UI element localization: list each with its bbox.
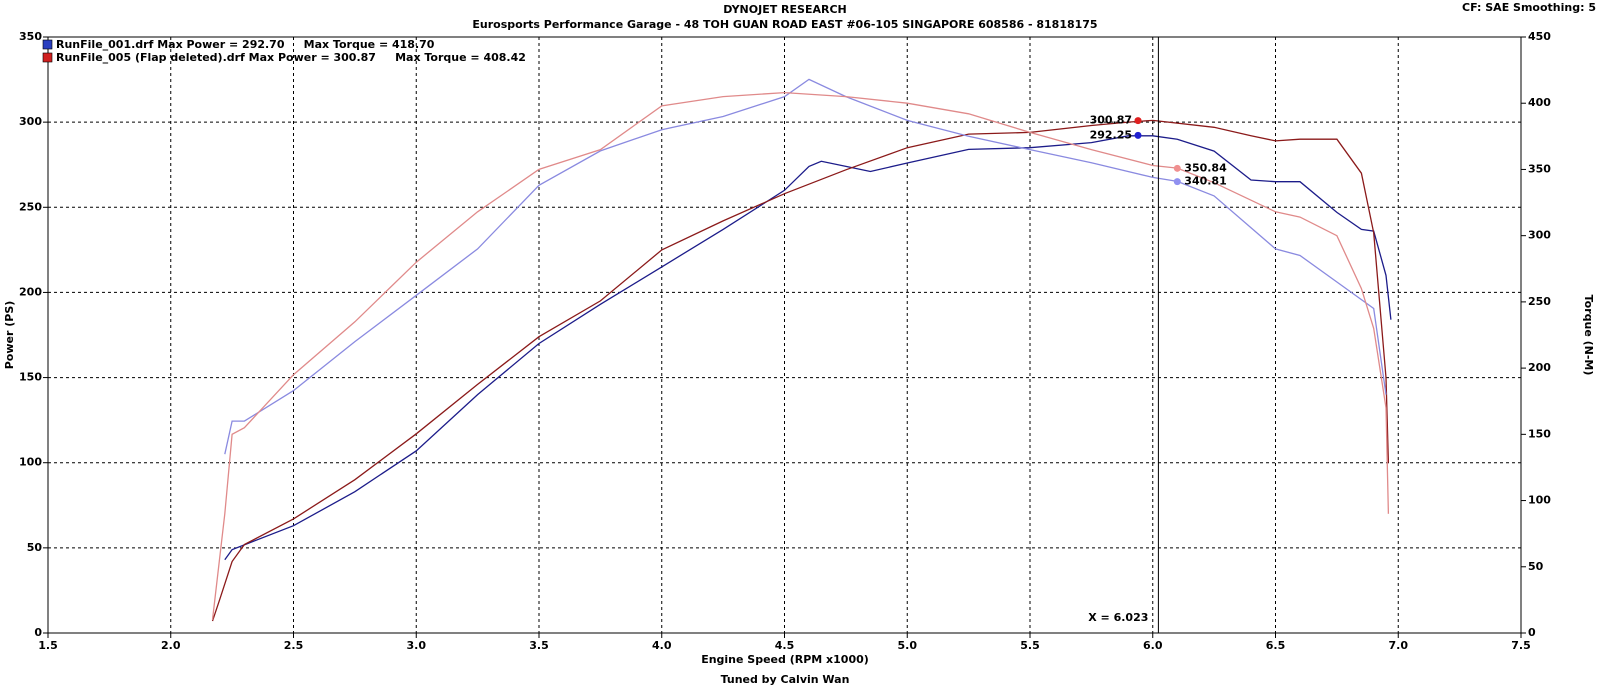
y-tick-label: 150 xyxy=(19,371,42,384)
marker-label: 340.81 xyxy=(1184,175,1226,188)
y-tick-label: 100 xyxy=(19,456,42,469)
y-axis-title: Power (PS) xyxy=(3,301,16,370)
marker-label: 350.84 xyxy=(1184,161,1227,174)
y2-tick-label: 0 xyxy=(1528,626,1536,639)
marker-label: 292.25 xyxy=(1090,128,1132,141)
y2-tick-label: 400 xyxy=(1528,96,1551,109)
y-tick-label: 250 xyxy=(19,200,42,213)
x-tick-label: 3.0 xyxy=(407,639,427,652)
x-axis-title: Engine Speed (RPM x1000) xyxy=(701,653,869,666)
y2-tick-label: 200 xyxy=(1528,361,1551,374)
legend-entry: RunFile_001.drf Max Power = 292.70 Max T… xyxy=(56,38,435,51)
series-line xyxy=(211,91,1390,620)
legend-entry: RunFile_005 (Flap deleted).drf Max Power… xyxy=(56,51,526,64)
y2-tick-label: 300 xyxy=(1528,229,1551,242)
series-line xyxy=(211,119,1390,622)
footer: Tuned by Calvin Wan xyxy=(721,673,850,686)
y-tick-label: 300 xyxy=(19,115,42,128)
series-line xyxy=(224,135,1392,561)
x-tick-label: 4.0 xyxy=(652,639,672,652)
legend-swatch xyxy=(42,52,53,63)
y-tick-label: 50 xyxy=(27,541,43,554)
series-line xyxy=(224,78,1387,455)
cursor-label: X = 6.023 xyxy=(1088,611,1148,624)
y2-axis-title: Torque (N-M) xyxy=(1582,295,1595,376)
y2-tick-label: 250 xyxy=(1528,295,1551,308)
chart-title: DYNOJET RESEARCH xyxy=(723,3,846,16)
y2-tick-label: 150 xyxy=(1528,427,1551,440)
marker-label: 300.87 xyxy=(1090,114,1132,127)
x-tick-label: 7.5 xyxy=(1511,639,1531,652)
x-tick-label: 4.5 xyxy=(775,639,795,652)
x-tick-label: 1.5 xyxy=(38,639,58,652)
x-tick-label: 7.0 xyxy=(1389,639,1409,652)
y-tick-label: 350 xyxy=(19,30,42,43)
y-tick-label: 200 xyxy=(19,285,42,298)
y2-tick-label: 50 xyxy=(1528,560,1544,573)
x-tick-label: 3.5 xyxy=(529,639,549,652)
legend-swatch xyxy=(42,39,53,50)
y2-tick-label: 350 xyxy=(1528,162,1551,175)
x-tick-label: 2.0 xyxy=(161,639,181,652)
y2-tick-label: 450 xyxy=(1528,30,1551,43)
y-tick-label: 0 xyxy=(34,626,42,639)
chart-subtitle: Eurosports Performance Garage - 48 TOH G… xyxy=(472,18,1097,31)
x-tick-label: 2.5 xyxy=(284,639,304,652)
marker xyxy=(1173,164,1181,172)
x-tick-label: 6.0 xyxy=(1143,639,1163,652)
x-tick-label: 6.5 xyxy=(1266,639,1286,652)
y2-tick-label: 100 xyxy=(1528,494,1551,507)
settings-text: CF: SAE Smoothing: 5 xyxy=(1462,1,1596,14)
marker xyxy=(1134,117,1142,125)
x-tick-label: 5.0 xyxy=(898,639,918,652)
x-tick-label: 5.5 xyxy=(1020,639,1040,652)
marker xyxy=(1134,131,1142,139)
marker xyxy=(1173,178,1181,186)
